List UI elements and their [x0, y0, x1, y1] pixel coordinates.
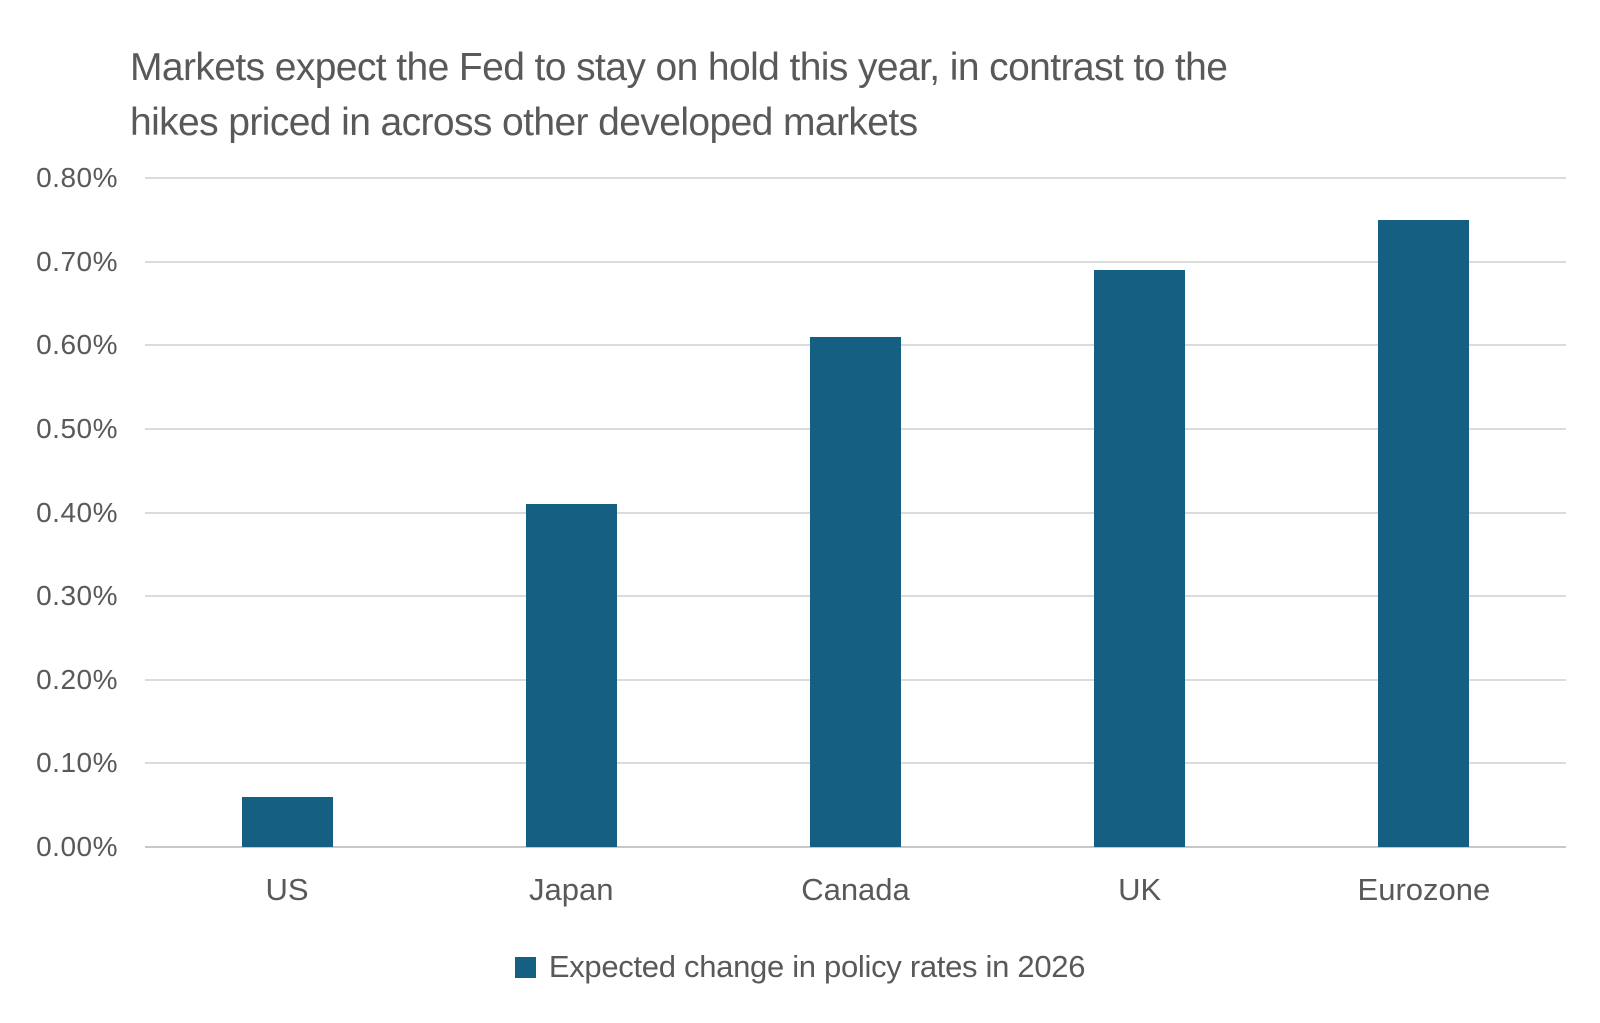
x-label-uk: UK [1118, 872, 1162, 907]
chart-title-line-1: Markets expect the Fed to stay on hold t… [130, 46, 1228, 89]
y-tick-label: 0.30% [36, 580, 118, 612]
y-tick-label: 0.20% [36, 663, 118, 695]
y-tick-label: 0.10% [36, 747, 118, 779]
y-tick-label: 0.40% [36, 496, 118, 528]
plot-area [145, 177, 1566, 848]
y-tick-label: 0.80% [36, 162, 118, 193]
bar-us [241, 796, 333, 847]
x-label-japan: Japan [529, 872, 614, 907]
x-label-eurozone: Eurozone [1357, 872, 1491, 907]
bar-uk [1094, 270, 1186, 847]
x-label-us: US [265, 872, 309, 907]
chart-title-line-2: hikes priced in across other developed m… [130, 101, 918, 144]
x-label-canada: Canada [801, 872, 910, 907]
y-tick-label: 0.50% [36, 412, 118, 444]
y-tick-label: 0.60% [36, 329, 118, 361]
gridline [145, 260, 1566, 263]
legend: Expected change in policy rates in 2026 [0, 947, 1600, 987]
y-tick-label: 0.70% [36, 245, 118, 277]
legend-marker-square-icon [514, 956, 536, 978]
gridline [145, 177, 1566, 179]
legend-label: Expected change in policy rates in 2026 [548, 949, 1086, 984]
bar-eurozone [1378, 219, 1470, 847]
y-tick-label: 0.00% [36, 831, 118, 862]
bar-japan [525, 504, 617, 847]
chart-title: Markets expect the Fed to stay on hold t… [130, 40, 1228, 150]
bar-canada [810, 336, 901, 847]
x-axis-line [145, 846, 1566, 848]
